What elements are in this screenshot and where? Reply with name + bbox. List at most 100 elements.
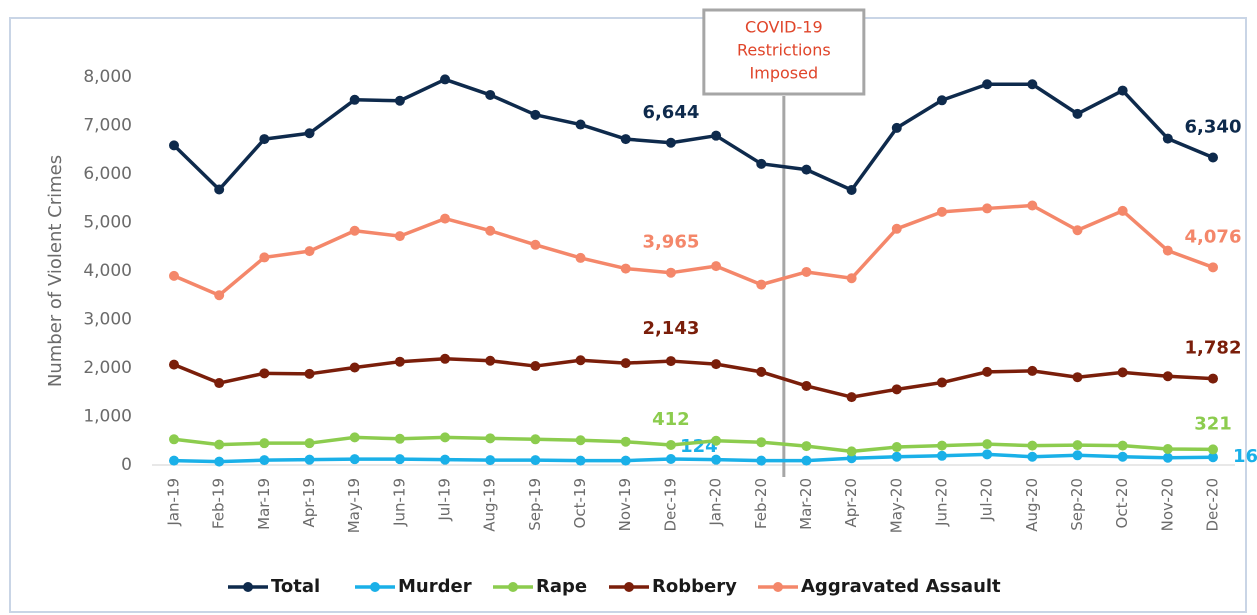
data-point: [756, 455, 767, 466]
x-tick-label: Sep-19: [526, 478, 544, 531]
data-point: [711, 130, 722, 141]
data-point: [665, 267, 676, 278]
data-point: [1162, 133, 1173, 144]
data-point: [620, 455, 631, 466]
x-tick-label: Nov-20: [1158, 478, 1176, 531]
data-point: [891, 384, 902, 395]
data-point: [982, 366, 993, 377]
data-point: [169, 140, 179, 151]
data-point: [349, 362, 360, 373]
x-tick-label: Jan-19: [165, 478, 183, 527]
data-point: [711, 435, 722, 446]
legend-marker: [370, 582, 380, 592]
data-point: [756, 279, 767, 290]
data-point: [394, 231, 405, 242]
data-point: [1208, 262, 1218, 273]
data-point: [1072, 440, 1083, 451]
data-point: [394, 95, 405, 106]
data-point: [575, 119, 586, 130]
y-tick-label: 3,000: [83, 310, 132, 330]
x-tick-label: May-19: [345, 478, 363, 533]
x-tick-label: Oct-20: [1113, 478, 1131, 528]
data-point: [259, 455, 270, 466]
data-point: [394, 454, 405, 465]
data-point: [1072, 372, 1083, 383]
data-point: [349, 94, 360, 105]
annotation-text: Imposed: [750, 64, 819, 83]
data-point: [485, 225, 496, 236]
data-point: [801, 441, 812, 452]
x-tick-label: Dec-19: [661, 478, 679, 532]
data-point: [259, 252, 270, 263]
data-label: 1,782: [1185, 338, 1242, 359]
data-label: 161: [1233, 446, 1257, 467]
legend-marker: [243, 582, 253, 592]
data-point: [665, 440, 676, 451]
data-point: [485, 455, 496, 466]
data-point: [665, 356, 676, 367]
data-point: [620, 134, 631, 145]
data-point: [846, 185, 857, 196]
data-point: [620, 436, 631, 447]
legend-marker: [508, 582, 518, 592]
data-label: 4,076: [1185, 226, 1242, 247]
series-line: [173, 452, 1214, 464]
y-axis-title: Number of Violent Crimes: [45, 155, 66, 387]
x-tick-label: Feb-20: [752, 478, 770, 529]
data-point: [891, 451, 902, 462]
annotation-text: Restrictions: [737, 41, 831, 60]
x-tick-label: Jun-20: [932, 478, 950, 527]
series-line: [172, 77, 1214, 192]
data-point: [485, 355, 496, 366]
y-tick-label: 7,000: [83, 116, 132, 136]
data-point: [169, 359, 179, 370]
x-tick-label: Mar-20: [797, 478, 815, 530]
data-point: [1117, 367, 1128, 378]
data-point: [259, 134, 270, 145]
data-point: [575, 252, 586, 263]
data-point: [169, 455, 179, 466]
data-point: [936, 206, 947, 217]
x-tick-label: Sep-20: [1068, 478, 1086, 531]
data-point: [214, 439, 225, 450]
data-point: [1208, 444, 1218, 455]
data-point: [665, 453, 676, 464]
data-point: [485, 433, 496, 444]
x-tick-label: Aug-20: [1023, 478, 1041, 532]
data-point: [711, 261, 722, 272]
data-point: [575, 435, 586, 446]
data-point: [440, 432, 451, 443]
legend-label: Rape: [536, 576, 587, 597]
data-label: 412: [652, 409, 690, 430]
legend-label: Robbery: [652, 576, 737, 597]
annotation-box: [702, 8, 866, 96]
data-point: [304, 368, 315, 379]
data-point: [756, 158, 767, 169]
data-point: [169, 434, 179, 445]
data-label: 6,340: [1185, 117, 1242, 138]
data-point: [1072, 108, 1083, 119]
data-point: [620, 263, 631, 274]
data-point: [936, 95, 947, 106]
x-tick-label: Jul-19: [436, 478, 454, 522]
x-tick-label: Feb-19: [210, 478, 228, 529]
data-point: [349, 432, 360, 443]
data-point: [349, 225, 360, 236]
data-point: [214, 184, 225, 195]
data-point: [1208, 452, 1218, 463]
data-point: [530, 361, 541, 372]
legend-label: Aggravated Assault: [801, 576, 1001, 597]
data-point: [982, 203, 993, 214]
x-tick-label: Jul-20: [978, 478, 996, 522]
x-tick-label: Mar-19: [255, 478, 273, 530]
data-point: [1162, 443, 1173, 454]
y-tick-label: 6,000: [83, 164, 132, 184]
data-label: 2,143: [642, 318, 699, 339]
data-point: [801, 164, 812, 175]
data-point: [1027, 451, 1038, 462]
x-tick-label: Aug-19: [481, 478, 499, 532]
data-label: 3,965: [642, 232, 699, 253]
data-point: [982, 439, 993, 450]
data-point: [1208, 152, 1218, 163]
